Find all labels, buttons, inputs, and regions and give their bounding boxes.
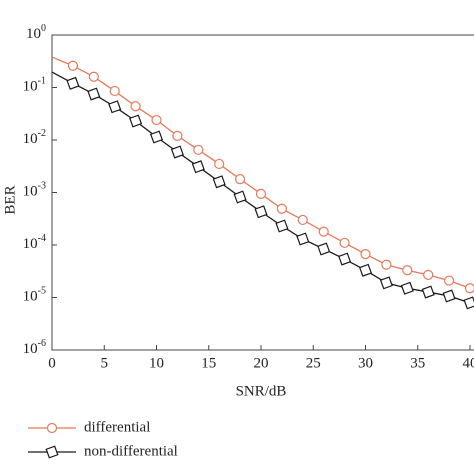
data-point	[423, 269, 434, 280]
data-point	[214, 158, 225, 170]
data-point	[338, 252, 352, 266]
data-point	[255, 188, 267, 200]
x-tick-label: 35	[410, 355, 425, 371]
data-point	[130, 101, 141, 112]
data-point	[296, 232, 310, 246]
y-tick-label: 10-1	[23, 76, 46, 95]
data-point	[109, 85, 120, 97]
data-point	[464, 283, 474, 294]
y-tick-label: 10-6	[23, 338, 46, 357]
data-point	[129, 114, 143, 128]
x-tick-label: 30	[358, 355, 373, 371]
x-tick-label: 20	[254, 355, 269, 371]
data-point	[358, 263, 373, 277]
data-point	[402, 265, 413, 276]
data-point	[88, 71, 99, 82]
y-tick-label: 10-4	[23, 233, 46, 252]
data-point	[421, 285, 435, 299]
data-point	[444, 275, 455, 286]
data-point	[379, 276, 393, 290]
data-point	[212, 175, 226, 189]
data-point	[463, 296, 474, 310]
y-axis-label: BER	[2, 185, 18, 214]
legend-label: non-differential	[84, 443, 178, 459]
data-point	[297, 214, 308, 226]
legend-label: differential	[84, 419, 150, 435]
data-point	[193, 144, 204, 155]
legend-marker	[46, 422, 58, 434]
data-point	[67, 60, 79, 71]
data-point	[235, 173, 246, 185]
data-point	[151, 114, 162, 126]
x-tick-label: 15	[201, 355, 216, 371]
data-point	[360, 249, 371, 260]
data-point	[400, 281, 414, 295]
x-tick-label: 40	[463, 355, 474, 371]
data-point	[170, 145, 184, 159]
data-point	[317, 242, 331, 256]
x-tick-label: 5	[101, 355, 109, 371]
legend-marker	[45, 445, 59, 459]
data-point	[276, 203, 287, 214]
data-point	[381, 259, 392, 270]
data-point	[172, 130, 183, 141]
data-point	[191, 160, 205, 174]
x-axis-label: SNR/dB	[236, 383, 287, 399]
x-tick-label: 25	[306, 355, 321, 371]
x-tick-label: 10	[149, 355, 164, 371]
y-tick-label: 10-2	[23, 128, 46, 147]
data-point	[66, 76, 80, 90]
y-tick-label: 10-5	[23, 286, 46, 305]
data-point	[339, 237, 350, 248]
data-point	[442, 289, 456, 303]
data-point	[254, 205, 268, 219]
data-point	[233, 190, 247, 204]
data-point	[87, 87, 101, 101]
data-point	[108, 100, 122, 114]
y-tick-label: 100	[26, 23, 46, 42]
y-tick-label: 10-3	[23, 181, 46, 200]
data-point	[318, 226, 329, 237]
data-point	[149, 130, 164, 144]
x-tick-label: 0	[48, 355, 56, 371]
data-point	[275, 219, 289, 233]
